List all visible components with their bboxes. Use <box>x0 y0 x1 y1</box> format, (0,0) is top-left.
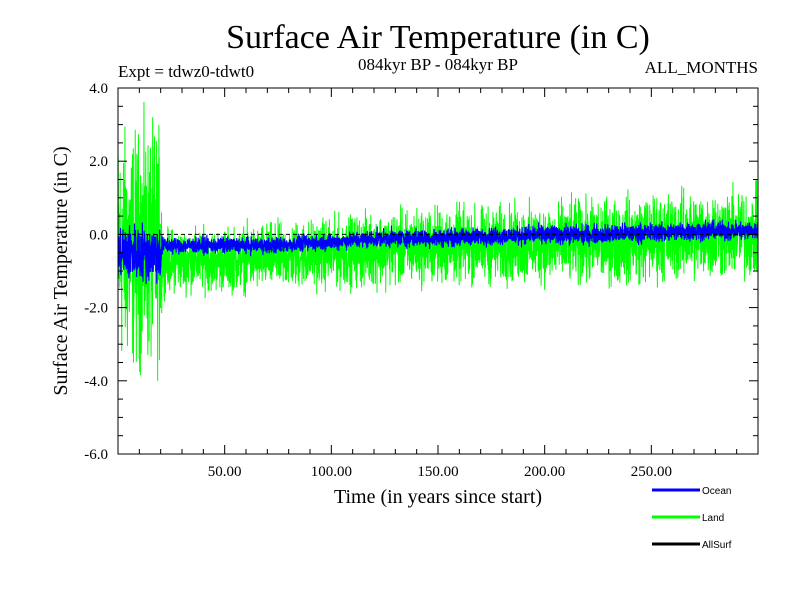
legend-label-land: Land <box>702 513 724 524</box>
x-tick-label: 200.00 <box>524 464 565 480</box>
x-tick-label: 250.00 <box>631 464 672 480</box>
x-tick-label: 150.00 <box>417 464 458 480</box>
legend-label-ocean: Ocean <box>702 486 731 497</box>
series-layer <box>118 101 758 382</box>
x-axis-label: Time (in years since start) <box>334 486 542 508</box>
y-tick-label: 0.0 <box>89 227 108 243</box>
y-axis: -6.0 -4.0 -2.0 0.0 2.0 4.0 <box>84 81 758 463</box>
chart-title: Surface Air Temperature (in C) <box>226 19 650 56</box>
x-axis: 50.00 100.00 150.00 200.00 250.00 <box>138 88 738 480</box>
y-tick-label: -6.0 <box>84 447 108 463</box>
x-tick-label: 50.00 <box>208 464 242 480</box>
y-tick-label: 2.0 <box>89 154 108 170</box>
chart-subtitle-right: ALL_MONTHS <box>645 58 758 77</box>
chart-subtitle-center: 084kyr BP - 084kyr BP <box>358 55 518 74</box>
y-axis-label: Surface Air Temperature (in C) <box>50 146 72 395</box>
legend: Ocean Land AllSurf <box>652 486 732 551</box>
chart-subtitle-left: Expt = tdwz0-tdwt0 <box>118 62 254 81</box>
x-tick-label: 100.00 <box>311 464 352 480</box>
legend-label-allsurf: AllSurf <box>702 540 732 551</box>
y-tick-label: -2.0 <box>84 301 108 317</box>
y-tick-label: 4.0 <box>89 81 108 97</box>
y-tick-label: -4.0 <box>84 374 108 390</box>
series-line-ocean <box>118 219 758 285</box>
